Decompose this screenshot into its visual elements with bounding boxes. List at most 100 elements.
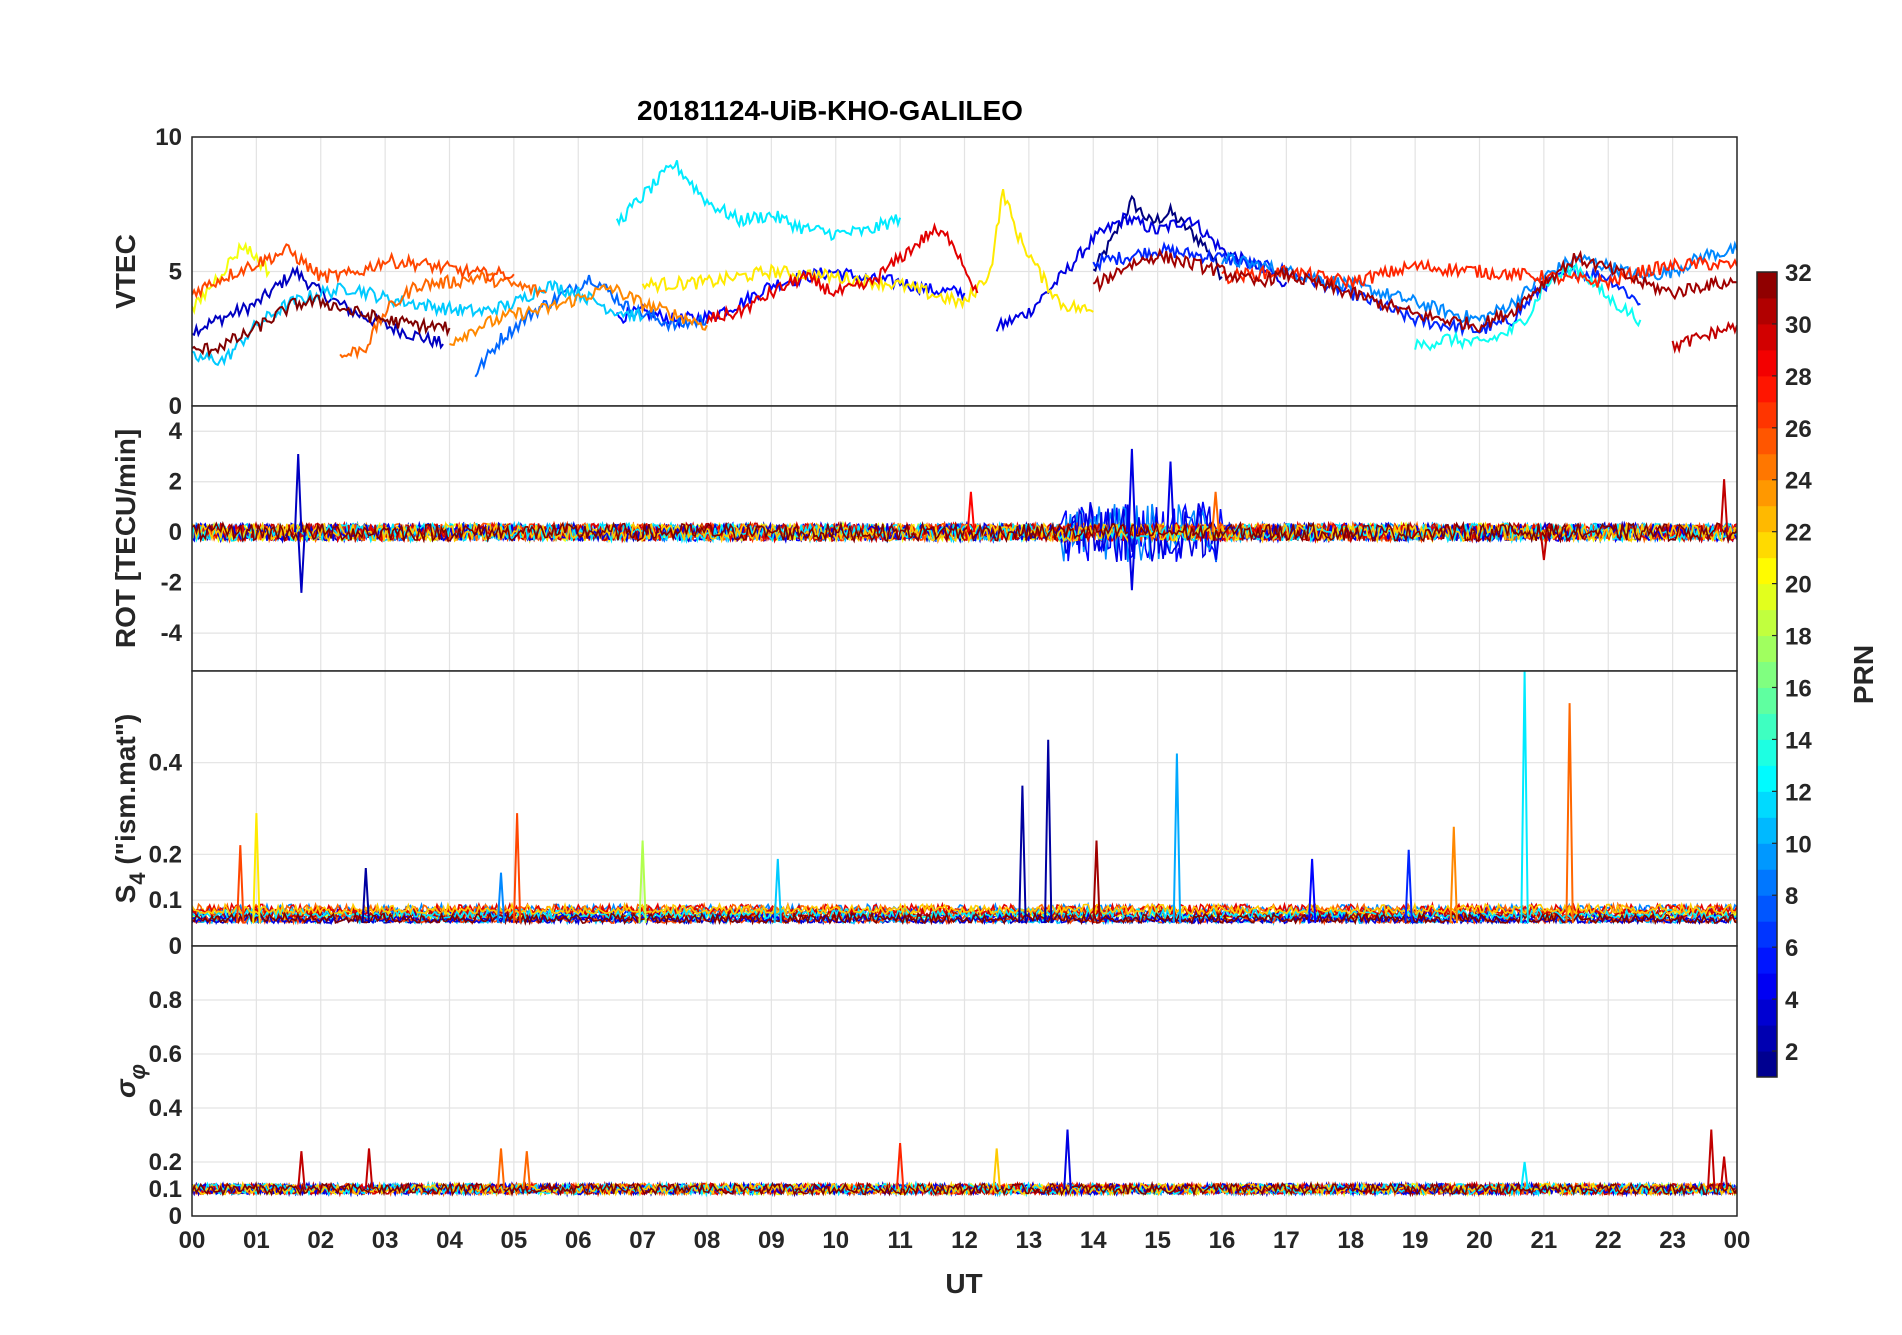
colorbar-tick-label: 26 [1785,416,1812,443]
vtec-series-prn-20 [192,241,271,315]
x-tick-label: 00 [1724,1227,1751,1254]
x-tick-label: 09 [758,1227,785,1254]
colorbar-segment [1757,947,1777,974]
panel-sigma_phi: 00.10.2 0.4 0.6 0.8 σφ [110,945,1738,1230]
colorbar-segment [1757,973,1777,1000]
y-tick-label: 0.2 [149,841,182,868]
panel-frame [191,945,1738,1217]
colorbar-segment [1757,479,1777,507]
colorbar-frame [1756,271,1778,1078]
panel-vtec: 0 5 10 VTEC [110,124,1738,420]
s4-spike [1044,739,1053,924]
colorbar-tick-label: 2 [1785,1039,1798,1066]
panel-s4: 0 0.1 0.2 0.4S4 ("ism.mat") [110,670,1738,960]
x-tick-label: 19 [1402,1227,1429,1254]
vtec-series-prn-26 [192,243,515,300]
rot-spike [1127,448,1137,533]
colorbar-segment [1757,1051,1777,1078]
s4-spike [236,845,245,924]
x-tick-label: 08 [694,1227,721,1254]
s4-spike [252,813,261,924]
colorbar-tick-label: 12 [1785,779,1812,806]
s4-spike [1520,671,1529,924]
colorbar-segment [1757,401,1777,429]
rot-series-prn-32 [192,520,1737,544]
y-tick-label: 0 [169,933,182,960]
colorbar-segment [1757,323,1777,351]
sigma_phi-spike [1520,1161,1529,1190]
colorbar-tick-label: 4 [1785,987,1799,1014]
colorbar-segment [1757,427,1777,455]
x-tick-label: 17 [1273,1227,1300,1254]
x-tick-label: 05 [501,1227,528,1254]
vtec-series-prn-3 [192,264,444,350]
x-tick-label: 13 [1016,1227,1043,1254]
s4-series-prn-32 [192,910,1737,926]
colorbar-segment [1757,843,1777,870]
x-tick-label: 02 [307,1227,334,1254]
colorbar-segment [1757,661,1777,688]
sigma_phi-spike [522,1151,531,1190]
y-tick-label: 4 [169,418,183,445]
panel-data [192,448,1737,593]
s4-series-prn-4 [192,910,1737,926]
sigma_phi-spike [1063,1129,1072,1190]
vtec-series-prn-24 [449,283,708,347]
y-axis-label-sigma_phi: σφ [110,1064,150,1098]
colorbar-segment [1757,583,1777,611]
x-tick-label: 12 [951,1227,978,1254]
vtec-series-prn-27 [1221,255,1737,292]
colorbar-segment [1757,531,1777,559]
x-tick-label: 04 [436,1227,463,1254]
colorbar-tick-label: 28 [1785,364,1812,391]
s4-spike [496,872,506,924]
colorbar-tick-label: 18 [1785,624,1812,651]
y-tick-label: 0.4 [149,1095,183,1122]
x-tick-label: 16 [1209,1227,1236,1254]
sigma_phi-spike [1707,1129,1716,1190]
rot-spike [1166,461,1175,533]
colorbar-segment [1757,609,1777,637]
x-tick-label: 10 [822,1227,849,1254]
vtec-series-prn-29 [706,222,979,324]
s4-series-prn-22 [192,901,1737,917]
y-axis-label-rot: ROT [TECU/min] [110,429,141,648]
x-tick-label: 23 [1659,1227,1686,1254]
colorbar-label: PRN [1848,645,1879,704]
y-tick-label: 10 [155,124,182,151]
colorbar-tick-label: 30 [1785,312,1812,339]
vtec-series-prn-25 [339,269,547,360]
colorbar-segment [1757,869,1777,896]
y-axis-label-vtec: VTEC [110,234,141,309]
x-tick-label: 14 [1080,1227,1107,1254]
rot-spike [297,532,306,593]
sigma_phi-spike [895,1143,905,1190]
vtec-series-prn-6 [1092,241,1641,338]
panel-rot: -4 -2 0 2 4 ROT [TECU/min] [110,405,1738,672]
colorbar-segment [1757,687,1777,714]
colorbar-segment [1757,791,1777,818]
s4-spike [1449,826,1458,924]
y-tick-label: 5 [169,259,182,286]
rot-spike [966,491,976,533]
x-tick-label: 03 [372,1227,399,1254]
vtec-series-prn-32 [192,294,451,358]
panel-data [192,160,1737,378]
colorbar-segment [1757,349,1777,377]
colorbar-segment [1757,739,1777,766]
x-tick-label: 01 [243,1227,270,1254]
colorbar-segment [1757,713,1777,740]
s4-spike [1404,849,1413,924]
y-tick-label: 0.6 [149,1041,182,1068]
x-tick-label: 22 [1595,1227,1622,1254]
colorbar-segment [1757,505,1777,533]
s4-spike [361,868,370,924]
x-tick-label: 06 [565,1227,592,1254]
s4-spike [1018,785,1027,924]
s4-spike [1307,858,1317,924]
x-tick-label: 07 [629,1227,656,1254]
y-tick-label: 0.8 [149,987,182,1014]
colorbar-tick-label: 32 [1785,260,1812,287]
colorbar-segment [1757,635,1777,663]
